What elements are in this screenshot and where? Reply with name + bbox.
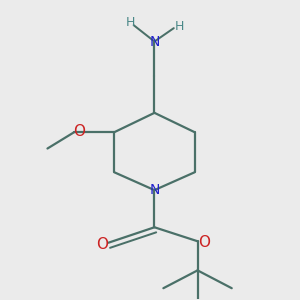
Text: N: N	[149, 34, 160, 49]
Text: H: H	[126, 16, 135, 29]
Text: N: N	[149, 183, 160, 197]
Text: O: O	[198, 235, 210, 250]
Text: H: H	[174, 20, 184, 33]
Text: O: O	[96, 237, 108, 252]
Text: O: O	[73, 124, 85, 139]
